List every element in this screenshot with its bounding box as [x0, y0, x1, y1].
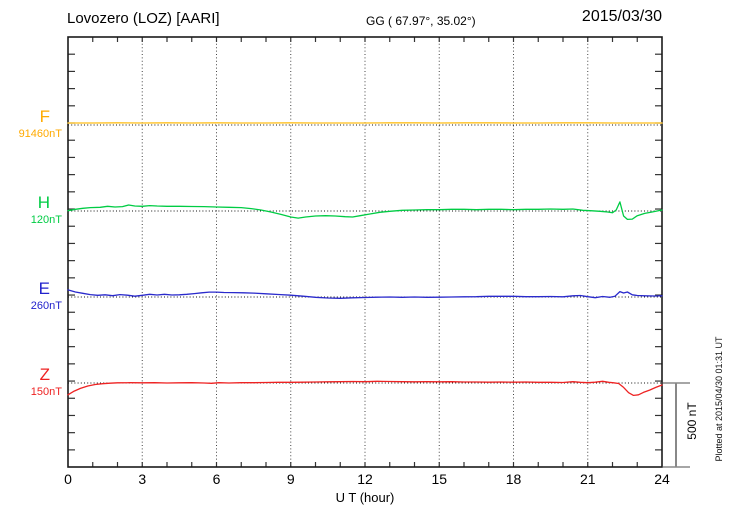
x-tick-label: 3	[138, 471, 146, 487]
e-trace	[67, 289, 663, 299]
plot-frame	[67, 36, 663, 468]
z-trace	[67, 380, 663, 397]
x-tick-label: 0	[64, 471, 72, 487]
channel-label-f: F	[39, 107, 50, 126]
x-tick-label: 18	[506, 471, 522, 487]
channel-label-h: H	[37, 193, 50, 212]
x-tick-label: 15	[431, 471, 447, 487]
plotted-timestamp-note: Plotted at 2015/04/30 01:31 UT	[714, 336, 724, 462]
channel-baseline-h: 120nT	[30, 214, 62, 226]
x-tick-label: 21	[580, 471, 596, 487]
channel-baseline-z: 150nT	[30, 386, 62, 398]
h-trace	[67, 201, 663, 221]
x-tick-label: 6	[213, 471, 221, 487]
observation-date: 2015/03/30	[581, 8, 662, 25]
x-tick-label: 9	[287, 471, 295, 487]
x-tick-label: 12	[357, 471, 373, 487]
scalebar-label: 500 nT	[685, 402, 699, 440]
channel-label-z: Z	[39, 365, 50, 384]
channel-baseline-f: 91460nT	[18, 128, 62, 140]
x-axis-title: U T (hour)	[335, 490, 395, 505]
geographic-coordinates: GG ( 67.97°, 35.02°)	[366, 14, 476, 28]
x-tick-label: 24	[654, 471, 670, 487]
channel-label-e: E	[38, 279, 50, 298]
channel-baseline-e: 260nT	[30, 300, 62, 312]
station-title: Lovozero (LOZ) [AARI]	[67, 10, 220, 27]
